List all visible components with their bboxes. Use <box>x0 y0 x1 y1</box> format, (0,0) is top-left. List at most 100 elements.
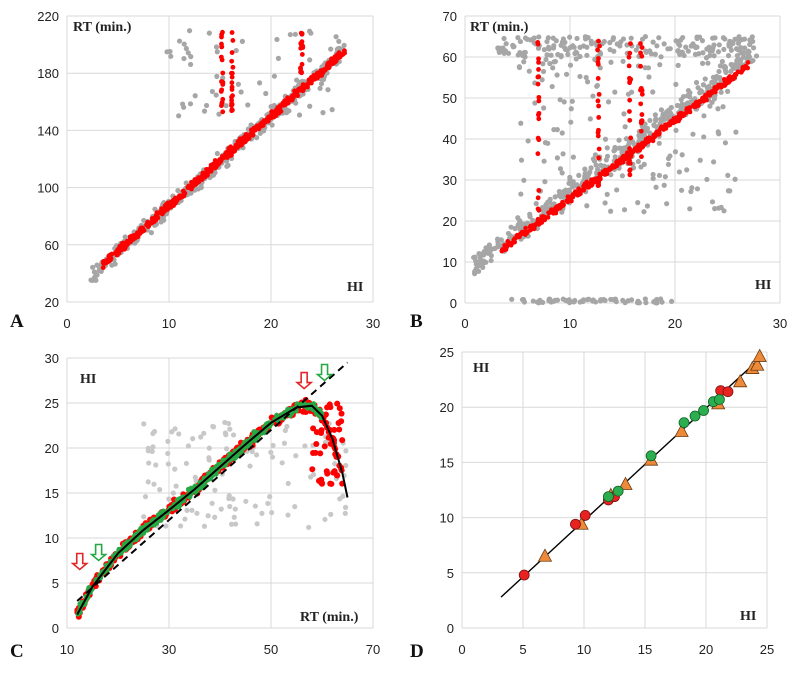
red-point <box>334 400 341 407</box>
gray-outlier-point <box>711 159 717 165</box>
gray-outlier-point <box>608 59 614 65</box>
gray-upper-point <box>502 48 509 54</box>
red-point <box>317 450 324 457</box>
red-point <box>318 68 324 74</box>
gray-upper-point <box>601 38 607 45</box>
red-point <box>128 236 134 242</box>
gray-outlier-point <box>602 136 609 142</box>
gray-point <box>494 236 501 242</box>
red-streak-point <box>219 100 225 106</box>
light-gray-point <box>328 511 334 517</box>
gray-point <box>587 169 593 175</box>
gray-zero-point <box>560 296 566 302</box>
light-gray-point <box>268 449 274 455</box>
gray-outlier-point <box>181 41 187 47</box>
gray-outlier-point <box>701 134 707 140</box>
gray-point <box>604 153 611 159</box>
y-tick-label: 10 <box>45 531 59 546</box>
red-point <box>192 177 198 182</box>
gray-outlier-point <box>545 140 551 146</box>
gray-upper-point <box>517 38 524 45</box>
gray-outlier-point <box>720 104 726 110</box>
gray-outlier-point <box>203 102 210 109</box>
gray-upper-point <box>617 43 623 49</box>
panel-a-ylabel: RT (min.) <box>73 20 132 35</box>
triangle-point <box>752 348 767 362</box>
red-streak-point <box>535 81 541 87</box>
gray-outlier-point <box>185 50 191 56</box>
gray-point <box>647 130 653 136</box>
red-streak-point <box>229 30 235 35</box>
gray-point <box>678 96 684 103</box>
red-point <box>581 183 586 189</box>
gray-outlier-point <box>673 81 679 87</box>
red-point <box>537 221 542 226</box>
gray-upper-point <box>550 45 557 51</box>
gray-point <box>512 225 518 232</box>
red-point <box>288 96 293 102</box>
gray-outlier-point <box>568 119 574 125</box>
gray-point <box>647 117 653 124</box>
gray-outlier-point <box>333 34 339 40</box>
red-streak-point <box>596 38 601 44</box>
red-streak-point <box>535 135 541 141</box>
red-streak-point <box>626 54 632 60</box>
gray-point <box>626 141 632 147</box>
gray-outlier-point <box>256 80 263 86</box>
y-tick-label: 140 <box>37 123 59 138</box>
gray-outlier-point <box>176 38 183 44</box>
gray-outlier-point <box>650 89 656 95</box>
gray-point <box>210 172 217 178</box>
gray-outlier-point <box>239 38 245 44</box>
red-point <box>546 210 551 215</box>
red-point <box>101 259 106 264</box>
gray-outlier-point <box>521 59 527 65</box>
red-streak-point <box>230 93 235 99</box>
gray-upper-point <box>707 48 713 54</box>
light-gray-point <box>169 429 175 435</box>
gray-point <box>495 241 501 248</box>
gray-outlier-point <box>733 129 739 135</box>
x-tick-label: 15 <box>638 642 652 657</box>
red-point <box>265 118 271 124</box>
gray-point <box>552 194 558 200</box>
x-tick-label: 20 <box>699 642 713 657</box>
y-tick-label: 70 <box>443 9 457 24</box>
red-point <box>117 245 123 251</box>
y-tick-label: 5 <box>52 576 59 591</box>
light-gray-point <box>150 444 156 450</box>
red-streak-point <box>298 42 304 48</box>
panel-d-xlabel: HI <box>740 609 756 624</box>
y-tick-label: 50 <box>443 91 457 106</box>
light-gray-point <box>189 507 195 513</box>
gray-upper-point <box>584 52 590 58</box>
gray-outlier-point <box>188 54 194 60</box>
gray-point <box>687 90 693 96</box>
red-point <box>145 224 151 230</box>
gray-outlier-point <box>521 177 527 183</box>
red-point <box>310 425 317 432</box>
gray-point <box>559 209 565 215</box>
x-tick-label: 5 <box>519 642 526 657</box>
red-point <box>715 84 721 90</box>
gray-zero-point <box>534 299 540 305</box>
gray-upper-point <box>675 48 681 54</box>
red-point <box>616 158 622 164</box>
gray-zero-point <box>552 297 558 303</box>
gray-upper-point <box>588 38 594 44</box>
gray-upper-point <box>728 39 734 45</box>
y-tick-label: 25 <box>440 345 454 360</box>
red-streak-point <box>627 79 633 84</box>
red-streak-point <box>299 69 304 75</box>
gray-zero-point <box>629 297 635 303</box>
red-streak-point <box>639 112 645 117</box>
light-gray-point <box>205 513 211 519</box>
light-gray-point <box>332 461 338 467</box>
gray-upper-point <box>574 35 580 42</box>
x-tick-label: 30 <box>773 316 787 331</box>
red-point <box>567 196 572 201</box>
panel-b-ylabel: RT (min.) <box>470 20 529 35</box>
x-tick-label: 50 <box>264 642 278 657</box>
gray-zero-point <box>651 298 658 304</box>
red-point <box>327 440 334 447</box>
